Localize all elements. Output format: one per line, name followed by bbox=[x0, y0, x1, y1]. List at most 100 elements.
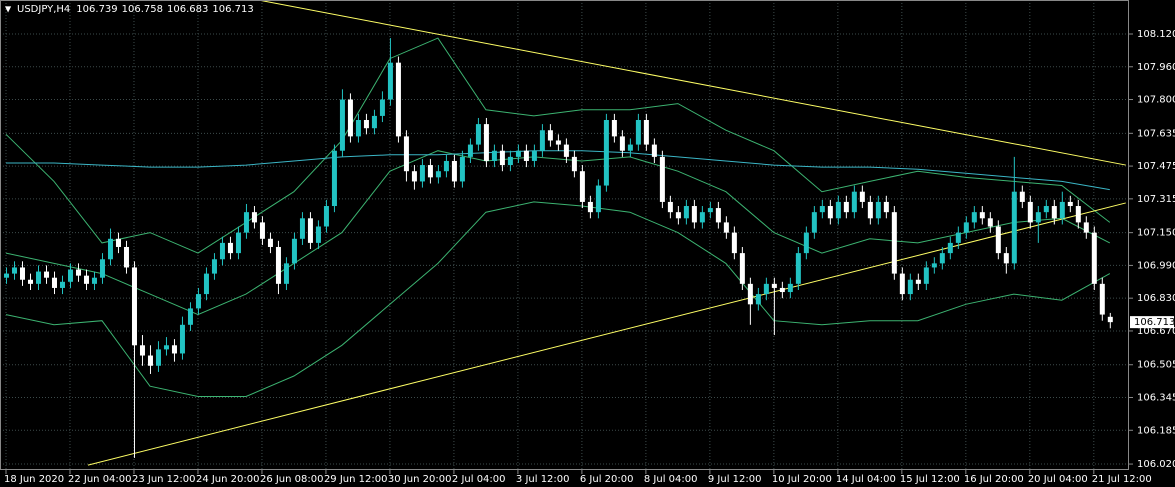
candle-body bbox=[43, 271, 49, 278]
y-tick-label: 106.990 bbox=[1137, 260, 1175, 271]
x-tick-label: 10 Jul 20:00 bbox=[772, 474, 832, 485]
candle-body bbox=[531, 150, 537, 161]
candle-body bbox=[539, 130, 545, 151]
candle-body bbox=[139, 345, 145, 356]
candle-body bbox=[267, 238, 273, 247]
x-tick-label: 6 Jul 20:00 bbox=[580, 474, 634, 485]
candle-body bbox=[35, 271, 41, 284]
candle-body bbox=[523, 150, 529, 161]
x-tick-label: 26 Jun 08:00 bbox=[260, 474, 324, 485]
y-tick-label: 107.960 bbox=[1137, 62, 1175, 73]
close-value: 106.713 bbox=[212, 4, 253, 15]
x-tick-label: 3 Jul 12:00 bbox=[516, 474, 570, 485]
open-value: 106.739 bbox=[76, 4, 117, 15]
candle-body bbox=[307, 218, 313, 243]
candle-body bbox=[203, 273, 209, 295]
candle-body bbox=[1003, 253, 1009, 264]
candle-body bbox=[323, 206, 329, 227]
candle-body bbox=[67, 269, 73, 282]
price-label: 106.713 bbox=[1134, 317, 1175, 328]
candle-body bbox=[147, 355, 153, 366]
candle-body bbox=[419, 165, 425, 182]
low-value: 106.683 bbox=[167, 4, 208, 15]
candle-body bbox=[1059, 201, 1065, 219]
candle-body bbox=[787, 283, 793, 293]
candle-body bbox=[355, 120, 361, 137]
candle-body bbox=[395, 62, 401, 137]
candle-body bbox=[667, 201, 673, 213]
candle-body bbox=[627, 144, 633, 151]
trend-line bbox=[255, 0, 1126, 166]
candle-body bbox=[155, 349, 161, 366]
candle-body bbox=[195, 294, 201, 309]
axes: 108.120 107.960 107.800 107.635 107.475 107.3… bbox=[4, 29, 1175, 485]
x-tick-label: 29 Jun 12:00 bbox=[324, 474, 388, 485]
candle-body bbox=[643, 120, 649, 145]
candle-body bbox=[251, 212, 257, 223]
y-tick-label: 106.670 bbox=[1137, 326, 1175, 337]
candle-body bbox=[347, 99, 353, 137]
candle-body bbox=[115, 238, 121, 247]
candle-body bbox=[843, 201, 849, 213]
candle-body bbox=[923, 267, 929, 284]
candle-body bbox=[1107, 316, 1113, 323]
candle-body bbox=[171, 345, 177, 354]
candle-body bbox=[971, 212, 977, 223]
candle-body bbox=[299, 218, 305, 239]
x-tick-label: 20 Jul 04:00 bbox=[1028, 474, 1088, 485]
candle-body bbox=[211, 259, 217, 274]
candle-body bbox=[683, 206, 689, 219]
candle-body bbox=[883, 201, 889, 213]
candle-body bbox=[179, 324, 185, 354]
candle-body bbox=[275, 246, 281, 284]
candle-body bbox=[1099, 283, 1105, 315]
candle-body bbox=[955, 232, 961, 243]
candle-body bbox=[939, 253, 945, 264]
candle-body bbox=[587, 201, 593, 213]
candle-body bbox=[91, 277, 97, 284]
high-value: 106.758 bbox=[122, 4, 163, 15]
candle-body bbox=[891, 212, 897, 274]
candle-body bbox=[827, 206, 833, 219]
candle-body bbox=[83, 275, 89, 284]
candle-body bbox=[731, 232, 737, 254]
candle-body bbox=[99, 259, 105, 278]
candle-body bbox=[875, 201, 881, 219]
plot-frame bbox=[0, 0, 1129, 470]
candle-body bbox=[475, 124, 481, 145]
candle-body bbox=[1043, 206, 1049, 213]
x-tick-label: 23 Jun 12:00 bbox=[132, 474, 196, 485]
candle-body bbox=[579, 171, 585, 202]
candle-body bbox=[3, 273, 9, 278]
candle-body bbox=[403, 136, 409, 172]
candle-body bbox=[699, 212, 705, 223]
candle-body bbox=[19, 267, 25, 280]
candle-body bbox=[427, 165, 433, 178]
x-tick-label: 16 Jul 20:00 bbox=[964, 474, 1024, 485]
candle-body bbox=[907, 279, 913, 295]
candle-body bbox=[315, 226, 321, 243]
candle-body bbox=[259, 222, 265, 239]
candle-body bbox=[715, 208, 721, 223]
indicator-line bbox=[5, 37, 1111, 254]
menu-arrow[interactable]: ▼ bbox=[5, 5, 12, 14]
candle-body bbox=[435, 171, 441, 178]
candle-body bbox=[707, 208, 713, 213]
candle-body bbox=[291, 238, 297, 264]
candle-body bbox=[363, 120, 369, 129]
candle-body bbox=[931, 263, 937, 268]
candle-body bbox=[995, 226, 1001, 254]
candle-body bbox=[387, 62, 393, 100]
candle-body bbox=[867, 201, 873, 219]
candle-body bbox=[1027, 201, 1033, 223]
y-tick-label: 106.345 bbox=[1137, 393, 1175, 404]
candle-body bbox=[739, 253, 745, 284]
y-tick-label: 107.800 bbox=[1137, 95, 1175, 106]
plot bbox=[3, 0, 1126, 466]
y-tick-label: 107.315 bbox=[1137, 194, 1175, 205]
candle-body bbox=[1075, 206, 1081, 223]
candle-body bbox=[1011, 191, 1017, 264]
